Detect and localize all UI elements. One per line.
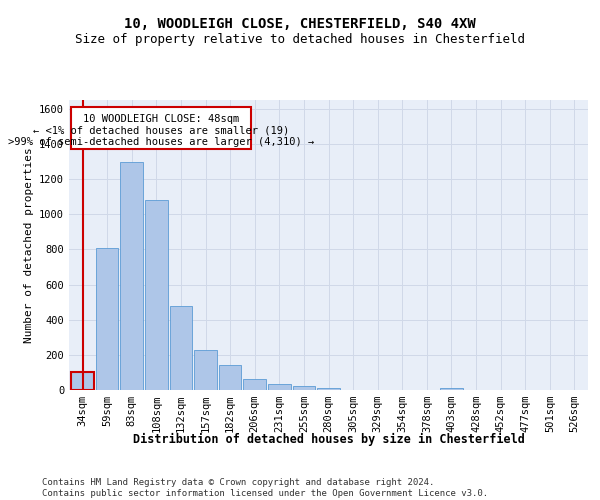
Bar [71,107,251,149]
Bar [145,200,167,390]
Text: 10 WOODLEIGH CLOSE: 48sqm: 10 WOODLEIGH CLOSE: 48sqm [83,114,239,124]
Bar [170,306,192,390]
Bar [121,162,143,390]
Bar [317,388,340,390]
Bar [219,366,241,390]
Bar [268,384,290,390]
Text: Distribution of detached houses by size in Chesterfield: Distribution of detached houses by size … [133,432,525,446]
Bar [244,378,266,390]
Text: 10, WOODLEIGH CLOSE, CHESTERFIELD, S40 4XW: 10, WOODLEIGH CLOSE, CHESTERFIELD, S40 4… [124,18,476,32]
Text: Contains HM Land Registry data © Crown copyright and database right 2024.
Contai: Contains HM Land Registry data © Crown c… [42,478,488,498]
Text: >99% of semi-detached houses are larger (4,310) →: >99% of semi-detached houses are larger … [8,136,314,146]
Bar [293,386,315,390]
Bar [96,248,118,390]
Text: Size of property relative to detached houses in Chesterfield: Size of property relative to detached ho… [75,32,525,46]
Bar [71,372,94,390]
Text: ← <1% of detached houses are smaller (19): ← <1% of detached houses are smaller (19… [33,125,289,135]
Bar [440,388,463,390]
Bar [194,350,217,390]
Y-axis label: Number of detached properties: Number of detached properties [23,147,34,343]
